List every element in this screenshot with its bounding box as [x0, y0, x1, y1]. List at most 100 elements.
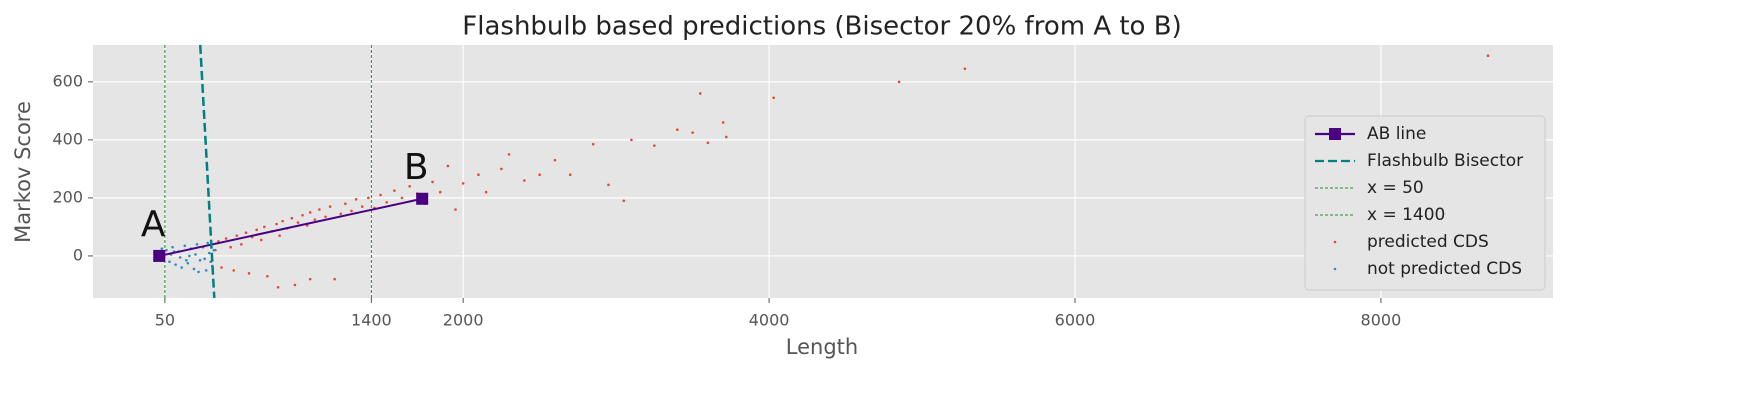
- point: [235, 234, 239, 237]
- point: [772, 96, 775, 100]
- point: [318, 208, 321, 211]
- y-tick-label: 600: [52, 71, 83, 90]
- point: [174, 263, 177, 266]
- point: [194, 253, 197, 256]
- point: [591, 142, 595, 146]
- point: [266, 274, 269, 278]
- y-tick-label: 400: [52, 129, 83, 148]
- point: [344, 202, 347, 206]
- point: [178, 256, 182, 259]
- point: [393, 189, 396, 192]
- x-tick-label: 2000: [443, 311, 484, 330]
- point: [676, 128, 679, 132]
- line: [159, 197, 423, 257]
- point: [195, 243, 199, 246]
- point: [188, 254, 191, 258]
- point: [185, 258, 188, 262]
- x-tick-label: 50: [155, 311, 175, 330]
- point: [296, 221, 300, 224]
- point: [354, 198, 358, 201]
- point: [240, 243, 243, 246]
- point: [484, 190, 488, 194]
- point: [385, 200, 388, 204]
- legend: [1304, 115, 1546, 291]
- point: [263, 225, 266, 229]
- point: [204, 269, 208, 272]
- point: [721, 121, 725, 124]
- point: [438, 190, 442, 194]
- point: [224, 237, 228, 240]
- point: [379, 193, 382, 197]
- point: [281, 219, 284, 223]
- point: [568, 173, 572, 176]
- x-tick-label: 4000: [749, 311, 790, 330]
- point: [180, 266, 184, 269]
- point: [212, 248, 216, 252]
- legend-label: AB line: [1367, 124, 1426, 144]
- point: [724, 135, 728, 139]
- point: [229, 245, 232, 249]
- point: [197, 270, 200, 274]
- point: [255, 228, 258, 232]
- point: [461, 182, 465, 185]
- chart-title: Flashbulb based predictions (Bisector 20…: [462, 12, 1181, 42]
- legend-label: not predicted CDS: [1367, 259, 1522, 279]
- y-axis-label: Markov Score: [11, 101, 35, 243]
- point: [313, 218, 317, 221]
- plot: [159, 45, 1490, 298]
- point: [275, 222, 278, 226]
- point: [333, 277, 336, 281]
- legend-label: x = 1400: [1367, 205, 1445, 225]
- legend-label: Flashbulb Bisector: [1367, 151, 1523, 171]
- point: [350, 209, 353, 213]
- x-tick-label: 1400: [351, 311, 392, 330]
- point: [477, 173, 480, 176]
- point: [408, 184, 411, 188]
- point: [328, 205, 332, 208]
- point: [553, 158, 557, 162]
- point: [244, 231, 248, 235]
- point: [607, 183, 610, 187]
- point: [507, 153, 511, 156]
- legend-label: x = 50: [1367, 178, 1424, 198]
- point: [259, 238, 263, 242]
- point: [431, 180, 434, 184]
- point: [160, 247, 164, 250]
- x-axis-label: Length: [786, 335, 858, 359]
- point: [247, 272, 251, 275]
- point: [897, 80, 901, 84]
- point: [963, 67, 967, 71]
- marker: [416, 192, 429, 205]
- x-tick-label: 8000: [1361, 311, 1402, 330]
- point: [301, 214, 304, 217]
- point: [165, 248, 168, 252]
- point: [339, 212, 343, 216]
- point: [207, 251, 211, 255]
- point: [446, 164, 450, 168]
- point: [691, 131, 694, 134]
- point: [308, 211, 312, 214]
- y-tick-label: 200: [52, 187, 83, 206]
- point: [367, 196, 370, 200]
- point-label: A: [141, 204, 166, 245]
- point: [290, 216, 294, 220]
- point: [360, 205, 364, 208]
- point: [622, 199, 626, 203]
- point: [1486, 54, 1490, 58]
- point: [232, 269, 236, 272]
- x-tick-label: 6000: [1055, 311, 1096, 330]
- y-tick-label: 0: [73, 245, 83, 264]
- point: [183, 244, 187, 248]
- point: [523, 179, 526, 182]
- legend-marker: [1329, 128, 1341, 140]
- point: [400, 196, 404, 200]
- marker: [153, 249, 166, 262]
- line: [198, 45, 216, 298]
- point: [276, 285, 280, 289]
- point: [198, 258, 202, 262]
- point: [203, 257, 206, 261]
- point: [186, 261, 190, 265]
- point: [630, 138, 633, 142]
- legend-label: predicted CDS: [1367, 232, 1489, 252]
- point: [192, 267, 196, 271]
